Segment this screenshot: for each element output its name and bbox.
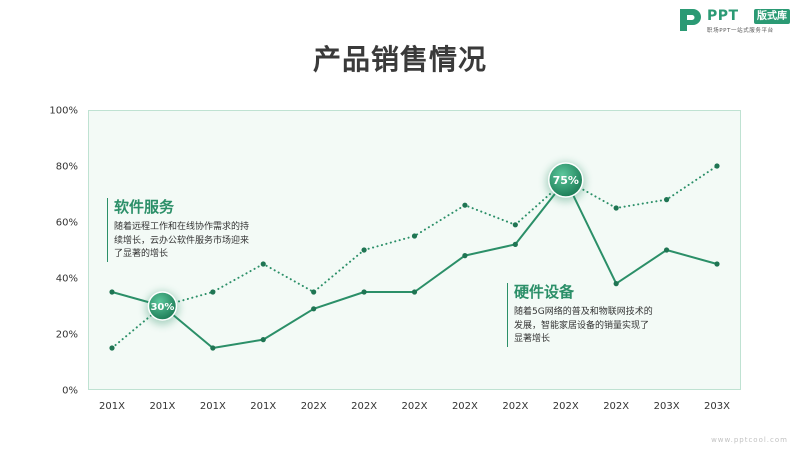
data-point xyxy=(512,222,518,228)
x-tick-label: 201X xyxy=(250,401,276,412)
data-point xyxy=(311,306,317,312)
logo-tagline: 职场PPT一站式服务平台 xyxy=(707,28,774,34)
x-axis: 201X 201X 201X 201X 202X 202X 202X 202X 202X 202X… xyxy=(99,401,730,412)
data-point xyxy=(714,261,720,267)
x-tick-label: 201X xyxy=(149,401,175,412)
footer-url: www.pptcool.com xyxy=(711,436,788,444)
highlight-bubble: 75% xyxy=(545,162,586,202)
data-point xyxy=(411,289,418,295)
data-point xyxy=(361,289,367,295)
annotation-hardware-title: 硬件设备 xyxy=(514,283,575,301)
plot-area xyxy=(88,110,741,390)
y-tick-label: 100% xyxy=(49,106,78,117)
annotation-hardware-body: 随着5G网络的普及和物联网技术的发展，智能家居设备的销量实现了显著增长 xyxy=(514,307,653,344)
annotation-software-body: 随着远程工作和在线协作需求的持续增长，云办公软件服务市场迎来了显著的增长 xyxy=(114,222,250,259)
data-point xyxy=(663,197,670,203)
data-point xyxy=(663,247,670,253)
x-tick-label: 203X xyxy=(654,401,680,412)
highlight-label: 30% xyxy=(150,302,174,313)
page-title: 产品销售情况 xyxy=(312,43,487,76)
data-point xyxy=(613,205,619,211)
data-point xyxy=(512,241,518,247)
x-tick-label: 202X xyxy=(553,401,579,412)
x-tick-label: 202X xyxy=(502,401,528,412)
highlight-group: 30% 75% xyxy=(145,162,586,325)
y-tick-label: 0% xyxy=(62,386,78,397)
y-tick-label: 40% xyxy=(56,274,78,285)
data-point xyxy=(210,289,216,295)
x-tick-label: 202X xyxy=(301,401,327,412)
x-tick-label: 203X xyxy=(704,401,730,412)
data-point xyxy=(411,233,418,239)
logo-wordmark: PPT xyxy=(707,8,739,24)
data-point xyxy=(109,345,115,351)
logo-p-icon xyxy=(680,9,701,31)
annotation-software: 软件服务 随着远程工作和在线协作需求的持续增长，云办公软件服务市场迎来了显著的增… xyxy=(107,198,256,262)
y-tick-label: 60% xyxy=(56,218,78,229)
data-point xyxy=(311,289,317,295)
data-point xyxy=(210,345,216,351)
brand-logo: PPT 版式库 职场PPT一站式服务平台 xyxy=(678,7,794,37)
data-point xyxy=(462,202,468,208)
data-point xyxy=(260,261,266,267)
annotation-hardware: 硬件设备 随着5G网络的普及和物联网技术的发展，智能家居设备的销量实现了显著增长 xyxy=(507,283,654,347)
x-tick-label: 201X xyxy=(200,401,226,412)
x-tick-label: 202X xyxy=(603,401,629,412)
y-tick-label: 80% xyxy=(56,162,78,173)
annotation-software-title: 软件服务 xyxy=(114,198,175,216)
x-tick-label: 201X xyxy=(99,401,125,412)
x-tick-label: 202X xyxy=(402,401,428,412)
y-tick-label: 20% xyxy=(56,330,78,341)
highlight-bubble: 30% xyxy=(145,291,180,325)
data-point xyxy=(462,253,468,259)
x-tick-label: 202X xyxy=(351,401,377,412)
highlight-label: 75% xyxy=(553,174,579,187)
data-point xyxy=(361,247,367,253)
data-point xyxy=(260,337,266,343)
data-point xyxy=(109,289,115,295)
logo-badge: 版式库 xyxy=(754,9,790,24)
data-point xyxy=(613,281,619,287)
data-point xyxy=(714,163,720,169)
x-tick-label: 202X xyxy=(452,401,478,412)
y-axis: 0% 20% 40% 60% 80% 100% xyxy=(49,106,78,397)
